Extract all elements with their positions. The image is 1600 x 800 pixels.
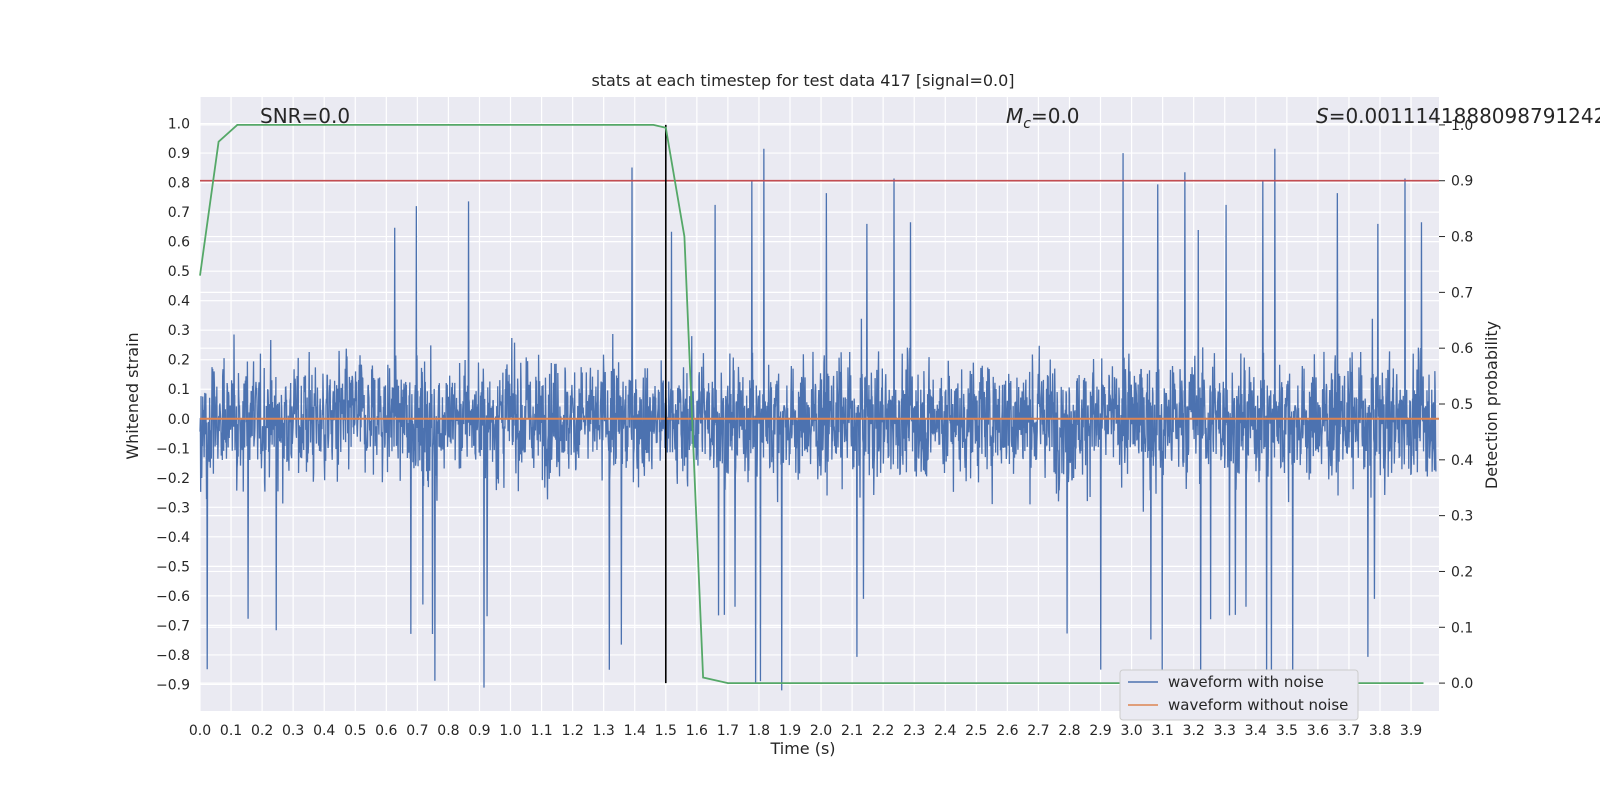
x-tick-label: 1.1 [530, 723, 552, 739]
y2-tick-label: 0.7 [1451, 285, 1473, 301]
x-tick-label: 2.5 [965, 723, 987, 739]
legend-label-clean: waveform without noise [1168, 696, 1348, 714]
x-tick-label: 0.2 [251, 723, 273, 739]
x-tick-label: 1.6 [686, 723, 708, 739]
x-tick-label: 1.8 [748, 723, 770, 739]
legend-label-noise: waveform with noise [1168, 673, 1324, 691]
series-detection-probability [199, 124, 1424, 684]
x-tick-label: 3.8 [1369, 723, 1391, 739]
x-tick-label: 1.3 [593, 723, 615, 739]
chirp-mass-annotation: Mc=0.0 [1006, 104, 1080, 132]
series-waveform-with-noise [199, 148, 1437, 691]
y-axis-label: Whitened strain [123, 332, 142, 459]
x-tick-label: 1.7 [717, 723, 739, 739]
x-tick-label: 1.2 [561, 723, 583, 739]
y2-tick-label: 0.3 [1451, 509, 1473, 525]
x-tick-label: 3.6 [1307, 723, 1329, 739]
x-tick-label: 3.5 [1276, 723, 1298, 739]
y2-tick-label: 0.0 [1451, 676, 1473, 692]
chart-title: stats at each timestep for test data 417… [591, 71, 1014, 90]
grid [199, 97, 1439, 711]
x-tick-label: 1.4 [624, 723, 646, 739]
x-tick-label: 3.2 [1183, 723, 1205, 739]
x-tick-label: 3.3 [1214, 723, 1236, 739]
x-tick-label: 2.2 [872, 723, 894, 739]
y-tick-label: 0.8 [168, 176, 190, 192]
x-tick-label: 0.6 [375, 723, 397, 739]
y-tick-label: −0.3 [156, 500, 190, 516]
y-tick-label: 0.0 [168, 412, 190, 428]
x-tick-label: 3.0 [1120, 723, 1142, 739]
y-tick-label: 0.3 [168, 323, 190, 339]
legend: waveform with noise waveform without noi… [1119, 669, 1359, 721]
x-tick-label: 1.0 [499, 723, 521, 739]
x-tick-label: 2.0 [810, 723, 832, 739]
x-tick-label: 2.3 [903, 723, 925, 739]
x-tick-label: 0.1 [220, 723, 242, 739]
x-tick-label: 0.9 [468, 723, 490, 739]
y-tick-label: −0.6 [156, 589, 190, 605]
y2-tick-label: 0.5 [1451, 397, 1473, 413]
x-tick-label: 2.1 [841, 723, 863, 739]
y-tick-label: 0.2 [168, 353, 190, 369]
y-tick-label: −0.9 [156, 677, 190, 693]
x-tick-label: 2.9 [1089, 723, 1111, 739]
y2-axis-ticks: 1.0 0.9 0.8 0.7 0.6 0.5 0.4 0.3 0.2 0.1 0.0 [1439, 118, 1473, 692]
y-tick-label: −0.4 [156, 530, 190, 546]
x-tick-label: 3.7 [1338, 723, 1360, 739]
y2-axis-label: Detection probability [1482, 321, 1501, 489]
s-annotation: S=0.0011141888098791242 [1316, 104, 1600, 128]
y-tick-label: 0.7 [168, 205, 190, 221]
x-tick-label: 2.6 [996, 723, 1018, 739]
noise-trace [199, 148, 1437, 691]
y-tick-label: 0.1 [168, 382, 190, 398]
y2-tick-label: 0.6 [1451, 341, 1473, 357]
y-tick-label: 0.9 [168, 146, 190, 162]
x-tick-label: 0.8 [437, 723, 459, 739]
y2-tick-label: 0.1 [1451, 620, 1473, 636]
y-tick-label: −0.5 [156, 559, 190, 575]
x-tick-label: 1.5 [655, 723, 677, 739]
x-tick-label: 3.1 [1151, 723, 1173, 739]
x-tick-label: 3.9 [1400, 723, 1422, 739]
y-tick-label: −0.7 [156, 618, 190, 634]
x-tick-label: 0.5 [344, 723, 366, 739]
y-axis-ticks: 1.0 0.9 0.8 0.7 0.6 0.5 0.4 0.3 0.2 0.1 0.0 −0.1 −0.… [156, 117, 190, 694]
legend-box [1119, 669, 1359, 721]
y-tick-label: 0.5 [168, 264, 190, 280]
y2-tick-label: 0.4 [1451, 453, 1473, 469]
x-tick-label: 3.4 [1245, 723, 1267, 739]
x-tick-label: 0.0 [189, 723, 211, 739]
x-tick-label: 1.9 [779, 723, 801, 739]
x-axis-ticks: 0.0 0.1 0.2 0.3 0.4 0.5 0.6 0.7 0.8 0.9 1.0 1.1 1.2 1… [189, 723, 1422, 739]
y2-tick-label: 0.9 [1451, 174, 1473, 190]
x-tick-label: 2.7 [1027, 723, 1049, 739]
y-tick-label: 0.4 [168, 294, 190, 310]
y2-tick-label: 0.2 [1451, 564, 1473, 580]
y-tick-label: −0.8 [156, 648, 190, 664]
y-tick-label: 0.6 [168, 235, 190, 251]
y-tick-label: −0.2 [156, 471, 190, 487]
x-tick-label: 0.7 [406, 723, 428, 739]
x-tick-label: 0.4 [313, 723, 335, 739]
x-tick-label: 0.3 [282, 723, 304, 739]
y2-tick-label: 1.0 [1451, 118, 1473, 134]
x-tick-label: 2.4 [934, 723, 956, 739]
x-tick-label: 2.8 [1058, 723, 1080, 739]
y2-tick-label: 0.8 [1451, 230, 1473, 246]
snr-annotation: SNR=0.0 [260, 104, 350, 128]
y-tick-label: 1.0 [168, 117, 190, 133]
x-axis-label: Time (s) [769, 739, 835, 758]
y-tick-label: −0.1 [156, 441, 190, 457]
